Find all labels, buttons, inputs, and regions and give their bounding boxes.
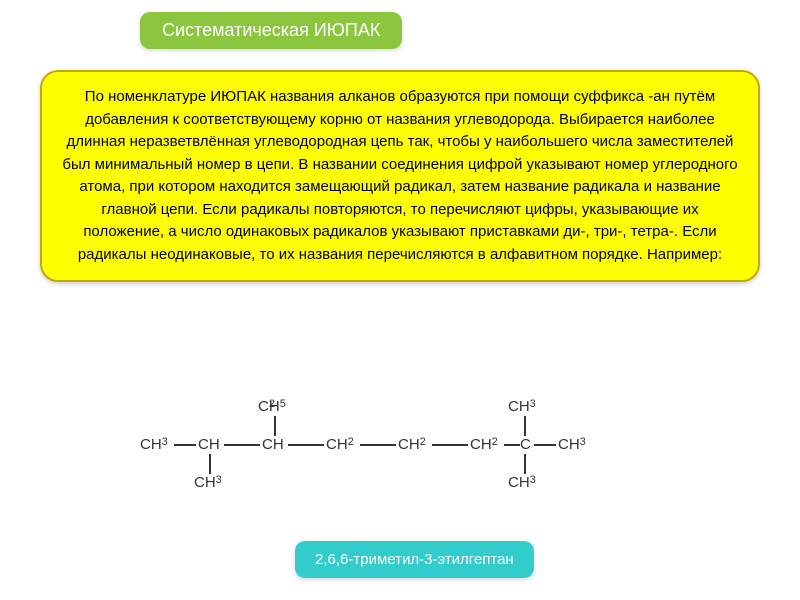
formula-c-quat: C [520, 436, 531, 453]
formula-ch-1: CH [198, 436, 220, 453]
header-title: Систематическая ИЮПАК [162, 20, 380, 40]
formula-ch3-bottom-left: CH3 [194, 474, 216, 491]
formula-bond [360, 444, 396, 446]
description-panel: По номенклатуре ИЮПАК названия алканов о… [40, 70, 760, 282]
formula-ch2-1: CH2 [326, 436, 348, 453]
formula-bond [224, 444, 260, 446]
formula-bond [432, 444, 468, 446]
footer-badge: 2,6,6-триметил-3-этилгептан [295, 541, 534, 578]
formula-ch3-top-right: CH3 [508, 398, 530, 415]
formula-bond [288, 444, 324, 446]
formula-c2h5: C2H5 [258, 398, 280, 415]
header-badge: Систематическая ИЮПАК [140, 12, 402, 49]
formula-bond [504, 444, 520, 446]
formula-ch3-left: CH3 [140, 436, 162, 453]
formula-bond [524, 454, 526, 474]
formula-ch-2: CH [262, 436, 284, 453]
formula-ch3-right: CH3 [558, 436, 580, 453]
description-text: По номенклатуре ИЮПАК названия алканов о… [62, 88, 737, 263]
formula-ch3-bottom-right: CH3 [508, 474, 530, 491]
formula-ch2-2: CH2 [398, 436, 420, 453]
formula-bond [274, 416, 276, 436]
compound-name: 2,6,6-триметил-3-этилгептан [315, 551, 514, 568]
formula-bond [209, 454, 211, 474]
formula-bond [534, 444, 556, 446]
formula-bond [174, 444, 196, 446]
formula-ch2-3: CH2 [470, 436, 492, 453]
formula-bond [524, 416, 526, 436]
